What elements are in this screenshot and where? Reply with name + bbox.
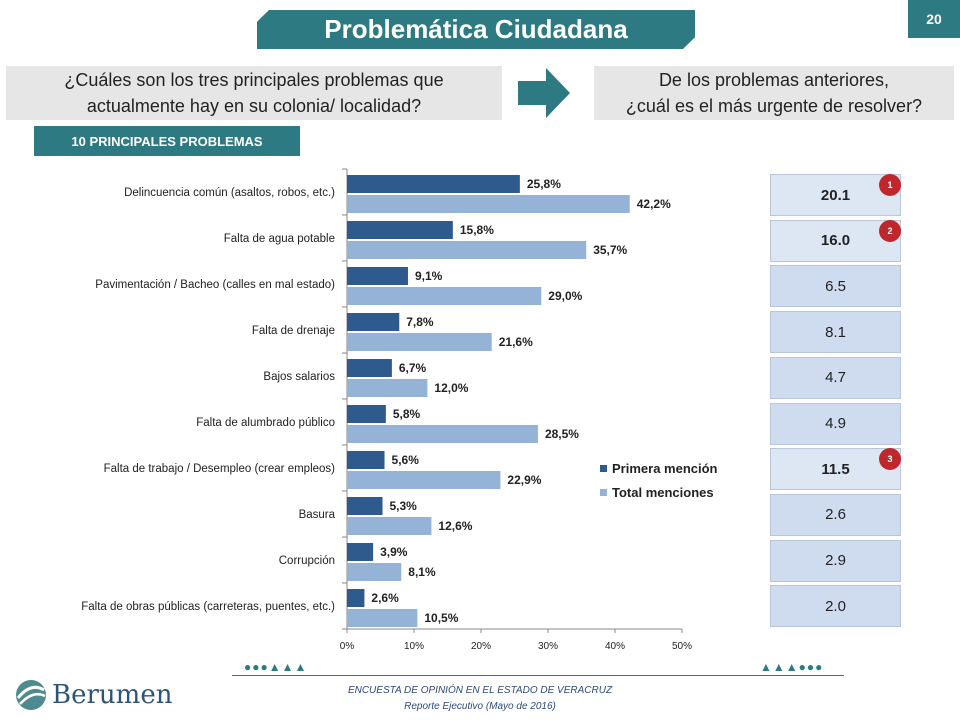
data-label: 5,8%: [393, 407, 421, 421]
x-tick-label: 10%: [404, 641, 424, 652]
bar-total: [347, 195, 630, 213]
urgent-value-cell: 2.6: [770, 493, 901, 536]
data-label: 7,8%: [406, 315, 434, 329]
data-label: 21,6%: [499, 335, 533, 349]
question-left-line2: actualmente hay en su colonia/ localidad…: [86, 96, 422, 116]
rank-badge: 1: [879, 174, 901, 196]
question-left: ¿Cuáles son los tres principales problem…: [6, 66, 502, 120]
category-label: Bajos salarios: [263, 371, 335, 383]
bar-total: [347, 471, 501, 489]
bar-primera: [347, 405, 386, 423]
footer-divider: [232, 675, 844, 676]
footer-ornament-left: ●●●▲▲▲: [244, 660, 308, 674]
legend-item-total: Total menciones: [600, 480, 718, 504]
bar-primera: [347, 359, 392, 377]
berumen-logo: Berumen: [14, 678, 172, 712]
category-label: Falta de alumbrado público: [196, 417, 335, 429]
data-label: 9,1%: [415, 269, 443, 283]
bar-total: [347, 379, 428, 397]
bar-primera: [347, 313, 400, 331]
x-tick-label: 50%: [672, 641, 692, 652]
bar-primera: [347, 497, 383, 515]
data-label: 8,1%: [408, 565, 436, 579]
urgent-value-cell: 8.1: [770, 311, 901, 354]
globe-logo-icon: [16, 680, 46, 710]
legend-item-primera: Primera mención: [600, 456, 718, 480]
question-left-line1: ¿Cuáles son los tres principales problem…: [64, 70, 444, 90]
data-label: 2,6%: [371, 591, 399, 605]
urgent-value-cell: 4.7: [770, 356, 901, 399]
bar-total: [347, 333, 492, 351]
chart-legend: Primera mención Total menciones: [600, 456, 718, 504]
urgent-value-cell: 2.0: [770, 585, 901, 628]
bar-total: [347, 241, 587, 259]
legend-swatch-total: [600, 488, 607, 496]
rank-badge: 3: [879, 448, 901, 471]
category-label: Basura: [299, 509, 336, 521]
data-label: 22,9%: [507, 473, 541, 487]
x-tick-label: 0%: [340, 641, 355, 652]
bar-primera: [347, 543, 374, 561]
question-right-line1: De los problemas anteriores,: [658, 70, 890, 90]
footer-report: Reporte Ejecutivo (Mayo de 2016): [404, 701, 556, 712]
bar-total: [347, 563, 402, 581]
bar-total: [347, 517, 432, 535]
category-label: Delincuencia común (asaltos, robos, etc.…: [124, 187, 335, 199]
data-label: 6,7%: [399, 361, 427, 375]
category-label: Falta de agua potable: [224, 233, 335, 245]
bar-total: [347, 425, 538, 443]
data-label: 12,0%: [434, 381, 468, 395]
question-right-line2: ¿cuál es el más urgente de resolver?: [625, 96, 923, 116]
legend-label-total: Total menciones: [612, 484, 714, 500]
arrow-right-icon: [518, 68, 570, 118]
x-tick-label: 40%: [605, 641, 625, 652]
urgent-value-cell: 4.9: [770, 402, 901, 445]
category-label: Falta de trabajo / Desempleo (crear empl…: [104, 463, 336, 475]
urgent-value-cell: 6.5: [770, 265, 901, 308]
legend-label-primera: Primera mención: [612, 460, 718, 476]
data-label: 35,7%: [593, 243, 627, 257]
section-label: 10 PRINCIPALES PROBLEMAS: [34, 126, 300, 156]
footer-ornament-right: ▲▲▲●●●: [760, 660, 824, 674]
data-label: 12,6%: [438, 519, 472, 533]
x-tick-label: 30%: [538, 641, 558, 652]
data-label: 5,6%: [392, 453, 420, 467]
bar-primera: [347, 267, 408, 285]
x-tick-label: 20%: [471, 641, 491, 652]
data-label: 28,5%: [545, 427, 579, 441]
page-title: Problemática Ciudadana: [257, 10, 695, 49]
data-label: 42,2%: [637, 197, 671, 211]
bar-total: [347, 609, 418, 627]
category-label: Pavimentación / Bacheo (calles en mal es…: [95, 279, 335, 291]
logo-text: Berumen: [52, 680, 173, 710]
bar-primera: [347, 451, 385, 469]
legend-swatch-primera: [600, 464, 607, 472]
data-label: 15,8%: [460, 223, 494, 237]
bar-primera: [347, 175, 520, 193]
urgent-value-cell: 2.9: [770, 539, 901, 582]
bar-primera: [347, 589, 365, 607]
category-label: Corrupción: [279, 555, 335, 567]
data-label: 29,0%: [548, 289, 582, 303]
rank-badge: 2: [879, 219, 901, 242]
bar-total: [347, 287, 542, 305]
data-label: 3,9%: [380, 545, 408, 559]
data-label: 25,8%: [527, 177, 561, 191]
data-label: 5,3%: [390, 499, 418, 513]
page-number: 20: [908, 0, 960, 38]
category-label: Falta de obras públicas (carreteras, pue…: [81, 601, 335, 613]
data-label: 10,5%: [424, 611, 458, 625]
category-label: Falta de drenaje: [252, 325, 335, 337]
question-right: De los problemas anteriores, ¿cuál es el…: [594, 66, 954, 120]
bar-primera: [347, 221, 453, 239]
footer-survey: ENCUESTA DE OPINIÓN EN EL ESTADO DE VERA…: [347, 685, 613, 696]
